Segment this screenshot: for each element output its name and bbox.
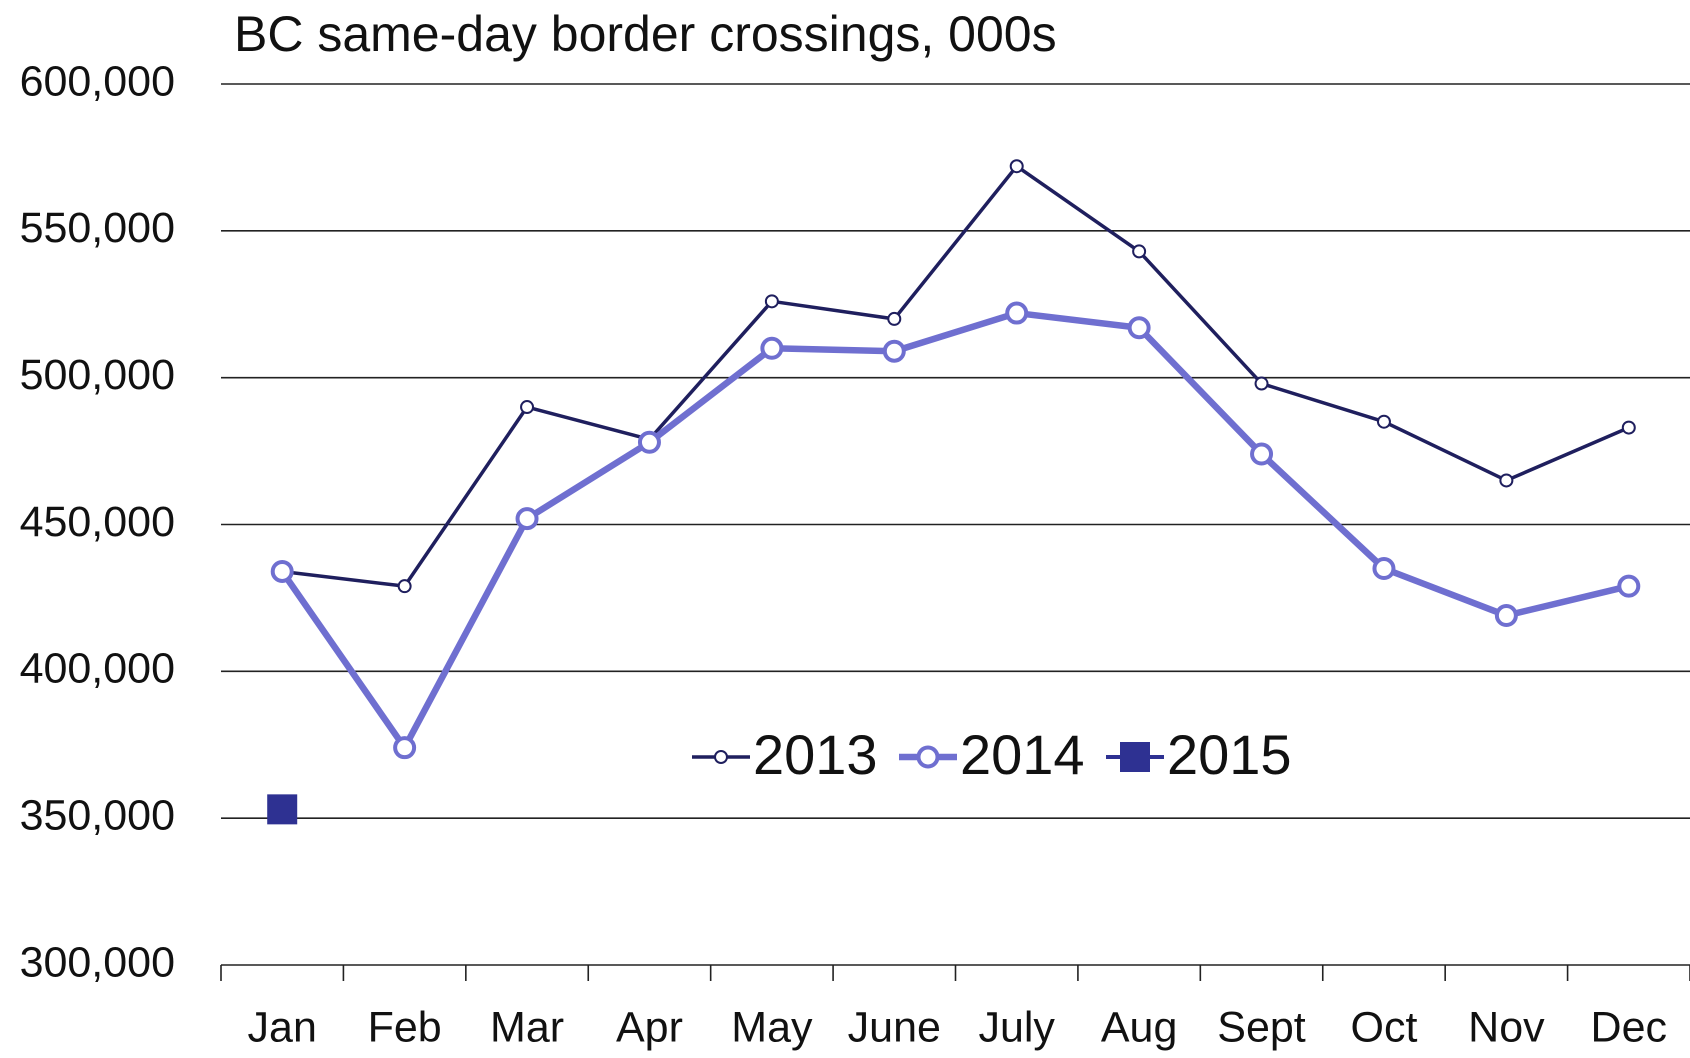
x-tick-label: Nov [1468,1003,1545,1051]
marker [270,559,294,583]
legend-label: 2014 [960,723,1085,786]
x-tick-label: Sept [1217,1003,1306,1051]
x-tick-label: Oct [1351,1003,1418,1051]
legend-item: 2015 [1106,723,1292,786]
x-tick-label: Aug [1101,1003,1178,1051]
x-tick-label: Apr [616,1003,683,1051]
legend-label: 2015 [1167,723,1292,786]
y-tick-label: 600,000 [20,57,175,105]
y-tick-label: 550,000 [20,204,175,252]
y-tick-label: 350,000 [20,792,175,840]
marker [1376,414,1391,429]
marker [520,400,535,415]
marker [267,794,298,825]
marker [1005,301,1029,325]
marker [1499,473,1514,488]
x-tick-label: Jan [248,1003,317,1051]
marker [1132,244,1147,259]
marker [916,745,940,769]
marker [882,339,906,363]
marker [1621,420,1636,435]
marker [1127,316,1151,340]
marker [714,750,728,764]
marker [1254,376,1269,391]
marker [1009,159,1024,174]
marker [1494,604,1518,628]
legend-item: 2014 [899,723,1085,786]
marker [393,736,417,760]
marker [764,294,779,309]
marker [1250,442,1274,466]
marker [1372,557,1396,581]
marker [1120,742,1150,772]
x-tick-label: June [848,1003,941,1051]
marker [887,311,902,326]
y-tick-label: 450,000 [20,498,175,546]
x-tick-label: Feb [368,1003,442,1051]
marker [397,579,412,594]
marker [760,336,784,360]
series-line [279,309,1630,751]
y-tick-label: 500,000 [20,351,175,399]
series-line [281,164,1630,588]
marker [515,507,539,531]
legend-label: 2013 [753,723,878,786]
marker [637,430,661,454]
marker [1617,574,1641,598]
chart-title: BC same-day border crossings, 000s [234,6,1057,62]
x-tick-label: May [731,1003,813,1051]
x-tick-label: Mar [490,1003,564,1051]
legend-item: 2013 [692,723,878,786]
legend: 2013 2014 2015 [692,723,1292,786]
y-tick-label: 400,000 [20,645,175,693]
x-tick-label: Dec [1591,1003,1667,1051]
y-tick-label: 300,000 [20,938,175,986]
x-tick-label: July [978,1003,1055,1051]
